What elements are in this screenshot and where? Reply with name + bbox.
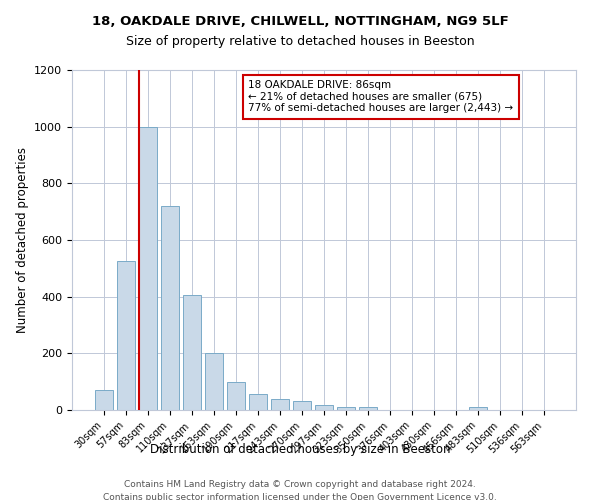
Bar [469,407,487,410]
Text: Contains HM Land Registry data © Crown copyright and database right 2024.: Contains HM Land Registry data © Crown c… [124,480,476,489]
Bar [337,406,355,410]
Bar [249,394,267,410]
Text: Distribution of detached houses by size in Beeston: Distribution of detached houses by size … [150,442,450,456]
Bar [117,261,134,410]
Bar [161,206,179,410]
Text: Contains public sector information licensed under the Open Government Licence v3: Contains public sector information licen… [103,492,497,500]
Bar [315,405,333,410]
Bar [359,406,377,410]
Text: 18 OAKDALE DRIVE: 86sqm
← 21% of detached houses are smaller (675)
77% of semi-d: 18 OAKDALE DRIVE: 86sqm ← 21% of detache… [248,80,514,114]
Bar [205,354,223,410]
Text: 18, OAKDALE DRIVE, CHILWELL, NOTTINGHAM, NG9 5LF: 18, OAKDALE DRIVE, CHILWELL, NOTTINGHAM,… [92,15,508,28]
Bar [271,398,289,410]
Bar [139,126,157,410]
Y-axis label: Number of detached properties: Number of detached properties [16,147,29,333]
Bar [183,295,200,410]
Bar [95,390,113,410]
Bar [293,400,311,410]
Text: Size of property relative to detached houses in Beeston: Size of property relative to detached ho… [125,35,475,48]
Bar [227,382,245,410]
